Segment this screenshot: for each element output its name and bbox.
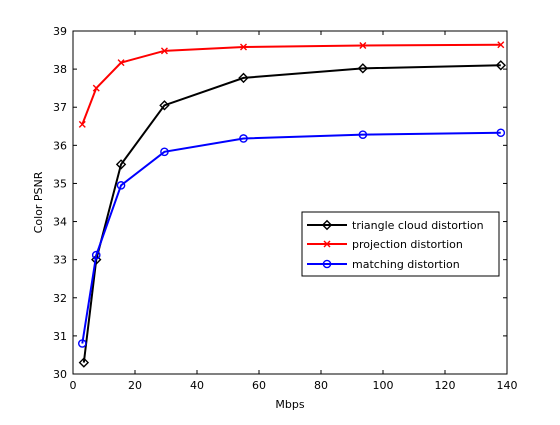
series-projection-distortion — [78, 41, 505, 128]
x-tick-label: 20 — [128, 379, 142, 392]
data-point — [78, 120, 86, 128]
x-axis-ticks: 0 20 40 60 80 100 120 140 — [70, 31, 518, 392]
legend-marker-stroke — [323, 240, 331, 248]
data-point — [239, 134, 248, 143]
data-point-stroke — [240, 43, 247, 51]
legend-label: projection distortion — [352, 238, 463, 251]
data-point-stroke — [160, 47, 168, 55]
series-matching-distortion — [78, 128, 506, 348]
y-tick-label: 39 — [53, 25, 67, 38]
series-layer — [78, 41, 506, 368]
data-point-stroke — [117, 59, 125, 67]
y-tick-label: 36 — [53, 139, 67, 152]
legend-marker — [321, 219, 333, 231]
y-tick-label: 30 — [53, 368, 67, 381]
x-tick-label: 100 — [373, 379, 394, 392]
x-axis-label: Mbps — [275, 398, 304, 411]
legend-label: matching distortion — [352, 258, 460, 271]
y-tick-label: 38 — [53, 63, 67, 76]
data-point — [78, 339, 87, 348]
x-tick-label: 40 — [190, 379, 204, 392]
data-point — [116, 181, 126, 190]
data-point — [240, 43, 247, 51]
data-point — [91, 250, 101, 260]
data-point — [117, 59, 125, 67]
plot-area — [72, 30, 508, 375]
data-point — [495, 60, 506, 71]
legend-entry: projection distortion — [307, 238, 463, 251]
data-point — [496, 128, 506, 138]
legend-marker — [322, 259, 332, 269]
data-point — [357, 63, 369, 74]
legend-marker — [323, 240, 331, 248]
data-point — [160, 147, 169, 157]
y-tick-label: 34 — [53, 216, 67, 229]
data-point — [92, 84, 100, 92]
x-tick-label: 140 — [497, 379, 518, 392]
data-point — [359, 41, 367, 49]
legend-label: triangle cloud distortion — [352, 219, 484, 232]
data-point-stroke — [359, 41, 367, 49]
y-tick-label: 32 — [53, 292, 67, 305]
data-point — [358, 130, 368, 139]
series-line — [81, 131, 501, 344]
data-point-stroke — [92, 84, 100, 92]
y-tick-label: 31 — [53, 330, 67, 343]
x-tick-label: 80 — [314, 379, 328, 392]
data-point-stroke — [78, 120, 86, 128]
y-tick-label: 35 — [53, 177, 67, 190]
y-tick-label: 37 — [53, 101, 67, 114]
x-tick-label: 60 — [252, 379, 266, 392]
legend-entry: triangle cloud distortion — [307, 219, 484, 232]
y-axis-ticks: 30 31 32 33 34 35 36 37 38 39 — [53, 25, 507, 381]
x-tick-label: 120 — [435, 379, 456, 392]
legend-entry: matching distortion — [307, 258, 460, 271]
legend: triangle cloud distortion projection dist… — [301, 211, 500, 277]
x-tick-label: 0 — [70, 379, 77, 392]
data-point — [159, 100, 170, 111]
y-axis-label: Color PSNR — [32, 171, 45, 233]
data-point — [160, 47, 168, 55]
y-tick-label: 33 — [53, 254, 67, 267]
data-point — [78, 357, 90, 368]
data-point — [115, 159, 127, 170]
data-point-stroke — [497, 41, 505, 49]
data-point — [497, 41, 505, 49]
data-point — [238, 72, 249, 84]
